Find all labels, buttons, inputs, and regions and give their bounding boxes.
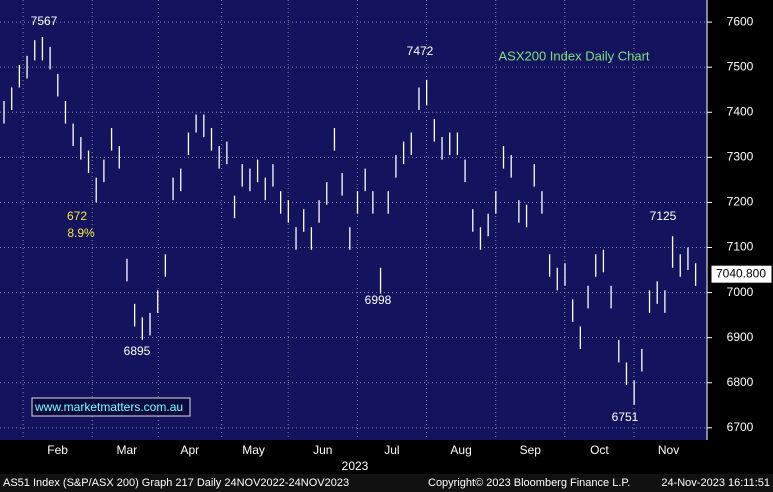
y-tick-label: 7100 [727, 240, 754, 254]
x-tick-label: Jun [313, 443, 332, 457]
y-tick-label: 6900 [727, 330, 754, 344]
y-tick-label: 7300 [727, 150, 754, 164]
x-tick-label: Apr [180, 443, 199, 457]
watermark-box [31, 397, 191, 417]
y-tick-label: 7400 [727, 104, 754, 118]
annotation: 7125 [650, 209, 677, 223]
chart-title: ASX200 Index Daily Chart [498, 48, 649, 63]
x-tick-label: Jul [384, 443, 399, 457]
watermark: www.marketmatters.com.au [34, 400, 183, 414]
annotation: 6895 [124, 344, 151, 358]
x-tick-label: Sep [520, 443, 542, 457]
annotation: 6998 [365, 293, 392, 307]
annotation: 7567 [31, 14, 58, 28]
footer-text: AS51 Index (S&P/ASX 200) Graph 217 Daily… [3, 477, 349, 489]
footer-bar [0, 474, 773, 492]
x-tick-label: Oct [590, 443, 609, 457]
y-tick-label: 7500 [727, 59, 754, 73]
x-tick-label: Aug [450, 443, 471, 457]
x-tick-label: Feb [47, 443, 68, 457]
y-tick-label: 6700 [727, 420, 754, 434]
y-tick-label: 6800 [727, 375, 754, 389]
x-tick-label: Nov [658, 443, 679, 457]
footer-text: 24-Nov-2023 16:11:51 [661, 477, 770, 489]
annotation: 6751 [612, 410, 639, 424]
last-price-box [710, 264, 773, 284]
y-tick-label: 7200 [727, 195, 754, 209]
x-axis-label: 2023 [342, 459, 369, 473]
last-price-label: 7040.800 [716, 266, 766, 280]
x-tick-label: Mar [116, 443, 137, 457]
annotation: 7472 [407, 44, 434, 58]
y-tick-label: 7600 [727, 14, 754, 28]
x-tick-label: May [242, 443, 265, 457]
annotation: 8.9% [67, 226, 95, 240]
y-tick-label: 7000 [727, 285, 754, 299]
footer-text: Copyright© 2023 Bloomberg Finance L.P. [428, 477, 630, 489]
plot-area [0, 0, 707, 440]
annotation: 672 [67, 209, 87, 223]
